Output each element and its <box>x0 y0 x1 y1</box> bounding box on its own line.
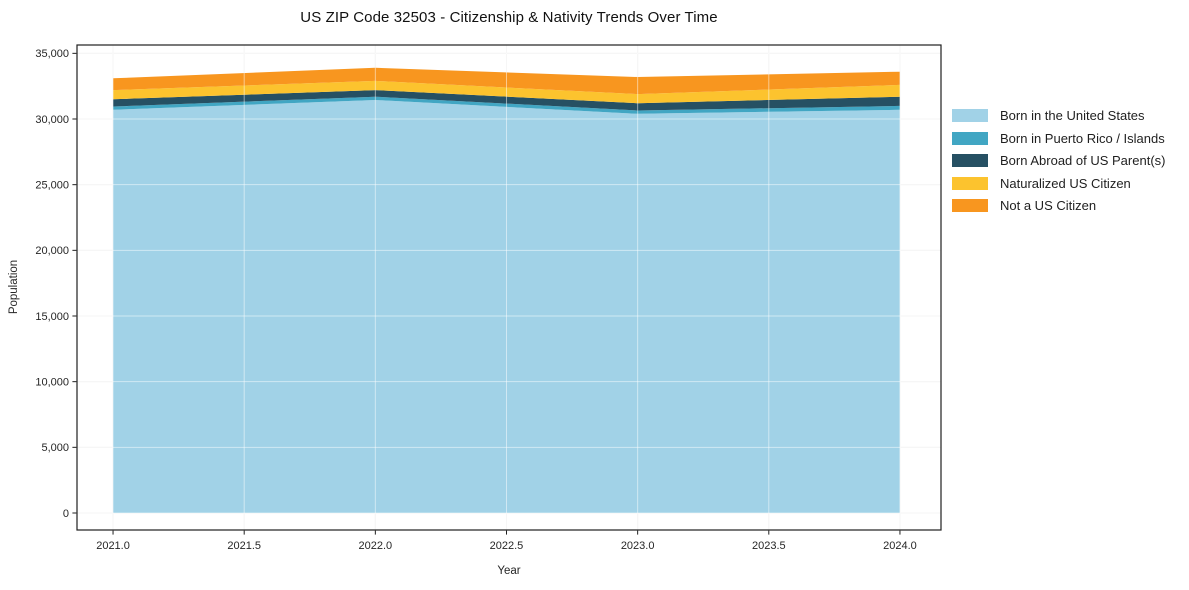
x-axis-label: Year <box>497 565 521 577</box>
legend-swatch <box>952 154 988 167</box>
y-tick-label: 10,000 <box>35 376 69 388</box>
legend-swatch <box>952 109 988 122</box>
legend-swatch <box>952 176 988 190</box>
legend: Born in the United States Born in Puerto … <box>952 108 1165 213</box>
x-tick-label: 2023.5 <box>752 540 786 552</box>
legend-label: Not a US Citizen <box>1000 198 1097 213</box>
y-tick-label: 15,000 <box>35 311 69 323</box>
x-tick-label: 2022.0 <box>359 540 393 552</box>
y-tick-label: 0 <box>63 508 69 520</box>
legend-label: Born in the United States <box>1000 108 1145 123</box>
y-tick-label: 25,000 <box>35 179 69 191</box>
legend-label: Born in Puerto Rico / Islands <box>1000 130 1165 146</box>
legend-label: Born Abroad of US Parent(s) <box>1000 153 1166 168</box>
legend-swatch <box>952 131 988 145</box>
y-axis-label: Population <box>8 259 20 315</box>
x-tick-label: 2021.0 <box>96 540 130 552</box>
axes-frame <box>76 44 942 531</box>
y-tick-label: 30,000 <box>35 114 69 126</box>
chart-title: US ZIP Code 32503 - Citizenship & Nativi… <box>300 9 718 26</box>
x-tick-label: 2024.0 <box>883 540 917 552</box>
legend-item: Not a US Citizen <box>952 198 1165 213</box>
legend-item: Born Abroad of US Parent(s) <box>952 153 1165 168</box>
legend-label: Naturalized US Citizen <box>1000 175 1131 191</box>
y-tick-label: 20,000 <box>35 245 69 257</box>
x-tick-label: 2021.5 <box>227 540 261 552</box>
legend-item: Naturalized US Citizen <box>952 176 1165 191</box>
legend-item: Born in the United States <box>952 108 1165 123</box>
x-tick-label: 2022.5 <box>490 540 524 552</box>
y-tick-label: 5,000 <box>41 442 69 454</box>
x-tick-label: 2023.0 <box>621 540 655 552</box>
legend-swatch <box>952 199 988 212</box>
legend-item: Born in Puerto Rico / Islands <box>952 131 1165 146</box>
y-tick-label: 35,000 <box>35 48 69 60</box>
